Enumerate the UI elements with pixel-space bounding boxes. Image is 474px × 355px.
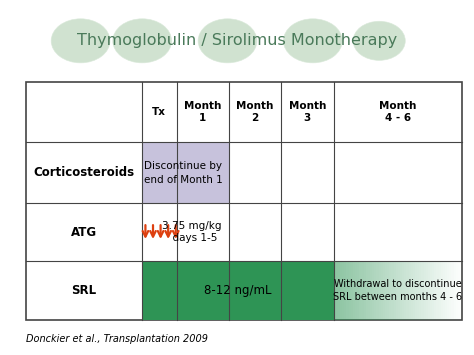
Bar — [441, 261, 443, 320]
Bar — [374, 261, 376, 320]
Bar — [389, 261, 392, 320]
Text: Month
1: Month 1 — [184, 101, 221, 123]
Bar — [402, 261, 404, 320]
Bar — [404, 261, 406, 320]
Bar — [342, 261, 344, 320]
Bar — [344, 261, 346, 320]
Bar — [400, 261, 402, 320]
Text: Tx: Tx — [152, 107, 166, 117]
Bar — [458, 261, 460, 320]
Bar — [447, 261, 449, 320]
Bar — [383, 261, 385, 320]
Text: 3.75 mg/kg
  days 1-5: 3.75 mg/kg days 1-5 — [162, 221, 221, 243]
Text: SRL: SRL — [71, 284, 96, 297]
Bar — [445, 261, 447, 320]
Bar — [355, 261, 357, 320]
Bar — [26, 82, 462, 320]
Text: Thymoglobulin / Sirolimus Monotherapy: Thymoglobulin / Sirolimus Monotherapy — [77, 33, 397, 48]
Bar — [421, 261, 424, 320]
Bar — [449, 261, 451, 320]
Bar — [438, 261, 441, 320]
Bar — [393, 261, 396, 320]
Bar — [359, 261, 361, 320]
Bar — [340, 261, 342, 320]
Text: Discontinue by: Discontinue by — [144, 160, 222, 170]
Bar — [334, 261, 336, 320]
Bar — [372, 261, 374, 320]
Bar — [336, 261, 338, 320]
Bar — [410, 261, 413, 320]
Bar — [460, 261, 462, 320]
Bar — [348, 261, 351, 320]
Bar — [424, 261, 426, 320]
Ellipse shape — [283, 19, 342, 63]
Bar — [365, 261, 368, 320]
Text: Month
3: Month 3 — [289, 101, 326, 123]
Text: 8-12 ng/mL: 8-12 ng/mL — [204, 284, 271, 297]
Bar — [406, 261, 409, 320]
Bar — [428, 261, 430, 320]
Bar — [368, 261, 370, 320]
Bar — [437, 261, 438, 320]
Text: ATG: ATG — [71, 225, 97, 239]
Bar — [142, 261, 334, 320]
Bar — [415, 261, 417, 320]
Bar — [379, 261, 381, 320]
Bar — [346, 261, 348, 320]
Bar — [451, 261, 454, 320]
Text: Donckier et al., Transplantation 2009: Donckier et al., Transplantation 2009 — [26, 334, 208, 344]
Bar — [361, 261, 364, 320]
Bar — [426, 261, 428, 320]
Bar — [387, 261, 389, 320]
Bar — [419, 261, 421, 320]
Bar — [398, 261, 400, 320]
Bar — [417, 261, 419, 320]
Text: Corticosteroids: Corticosteroids — [33, 166, 135, 179]
Bar — [385, 261, 387, 320]
Text: Withdrawal to discontinue
SRL between months 4 - 6: Withdrawal to discontinue SRL between mo… — [333, 279, 463, 301]
Ellipse shape — [51, 19, 110, 63]
Bar — [413, 261, 415, 320]
Bar — [353, 261, 355, 320]
Bar — [443, 261, 445, 320]
Bar — [351, 261, 353, 320]
Bar — [142, 142, 229, 203]
Bar — [434, 261, 437, 320]
Ellipse shape — [198, 19, 257, 63]
Bar — [454, 261, 456, 320]
Bar — [376, 261, 379, 320]
Text: end of Month 1: end of Month 1 — [144, 175, 223, 185]
Ellipse shape — [353, 21, 405, 60]
Bar — [381, 261, 383, 320]
Bar — [370, 261, 372, 320]
Bar — [364, 261, 365, 320]
Bar — [432, 261, 434, 320]
Ellipse shape — [113, 19, 172, 63]
Bar — [357, 261, 359, 320]
Text: Month
4 - 6: Month 4 - 6 — [379, 101, 417, 123]
Bar — [456, 261, 458, 320]
Bar — [396, 261, 398, 320]
Bar — [430, 261, 432, 320]
Bar — [392, 261, 393, 320]
Bar — [409, 261, 410, 320]
Text: Month
2: Month 2 — [237, 101, 273, 123]
Bar — [338, 261, 340, 320]
